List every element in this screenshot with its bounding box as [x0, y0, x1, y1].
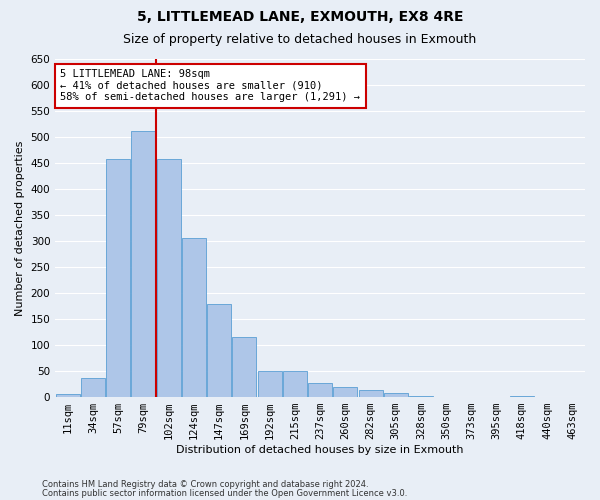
Bar	[182, 238, 206, 397]
Bar	[434, 396, 458, 397]
Bar	[384, 393, 408, 397]
Bar	[106, 160, 130, 397]
Bar	[56, 394, 80, 397]
Text: Contains HM Land Registry data © Crown copyright and database right 2024.: Contains HM Land Registry data © Crown c…	[42, 480, 368, 489]
Text: Size of property relative to detached houses in Exmouth: Size of property relative to detached ho…	[124, 32, 476, 46]
Bar	[232, 336, 256, 397]
Text: 5, LITTLEMEAD LANE, EXMOUTH, EX8 4RE: 5, LITTLEMEAD LANE, EXMOUTH, EX8 4RE	[137, 10, 463, 24]
Bar	[131, 132, 155, 397]
X-axis label: Distribution of detached houses by size in Exmouth: Distribution of detached houses by size …	[176, 445, 464, 455]
Bar	[257, 371, 281, 397]
Bar	[81, 378, 105, 397]
Bar	[334, 386, 357, 397]
Text: Contains public sector information licensed under the Open Government Licence v3: Contains public sector information licen…	[42, 488, 407, 498]
Bar	[207, 304, 231, 397]
Bar	[308, 383, 332, 397]
Bar	[409, 396, 433, 397]
Bar	[283, 371, 307, 397]
Bar	[510, 396, 534, 397]
Y-axis label: Number of detached properties: Number of detached properties	[15, 140, 25, 316]
Bar	[535, 396, 559, 397]
Bar	[157, 160, 181, 397]
Bar	[359, 390, 383, 397]
Text: 5 LITTLEMEAD LANE: 98sqm
← 41% of detached houses are smaller (910)
58% of semi-: 5 LITTLEMEAD LANE: 98sqm ← 41% of detach…	[61, 69, 361, 102]
